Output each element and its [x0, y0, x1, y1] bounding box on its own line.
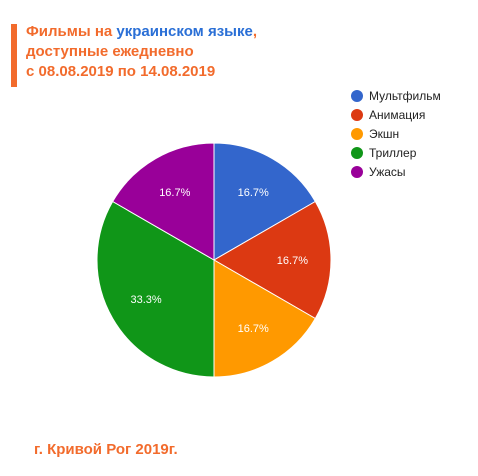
legend-label-2: Экшн [369, 127, 399, 141]
pie-slice-label-3: 33.3% [130, 294, 161, 306]
pie-slice-label-1: 16.7% [277, 255, 308, 267]
pie-slice-1[interactable] [213, 200, 332, 320]
title-accent-bar [11, 24, 17, 87]
legend: Мультфильм Анимация Экшн Триллер Ужасы [351, 89, 441, 179]
legend-label-3: Триллер [369, 146, 417, 160]
pie-slices [96, 142, 332, 378]
pie-slice-label-4: 16.7% [159, 187, 190, 199]
pie-slice-4[interactable] [111, 142, 215, 261]
legend-marker-1 [351, 109, 363, 121]
legend-marker-4 [351, 166, 363, 178]
title-line-1: Фильмы на украинском языке, [26, 23, 257, 40]
footer-caption: г. Кривой Рог 2019г. [34, 441, 178, 458]
legend-label-0: Мультфильм [369, 89, 441, 103]
title-line-3: с 08.08.2019 по 14.08.2019 [26, 63, 216, 80]
title-line-2: доступные ежедневно [26, 43, 194, 60]
pie-labels: 16.7% 16.7% 16.7% 33.3% 16.7% [130, 187, 308, 335]
pie-slice-label-2: 16.7% [238, 323, 269, 335]
legend-label-1: Анимация [369, 108, 425, 122]
legend-label-4: Ужасы [369, 165, 406, 179]
pie-slice-label-0: 16.7% [238, 187, 269, 199]
pie-slice-3[interactable] [96, 200, 215, 378]
legend-marker-3 [351, 147, 363, 159]
pie-slice-2[interactable] [213, 259, 317, 378]
pie-slice-0[interactable] [213, 142, 317, 261]
legend-marker-0 [351, 90, 363, 102]
chart-title: Фильмы на украинском языке, доступные еж… [26, 22, 257, 82]
title-highlight: украинском языке [116, 23, 253, 40]
legend-marker-2 [351, 128, 363, 140]
